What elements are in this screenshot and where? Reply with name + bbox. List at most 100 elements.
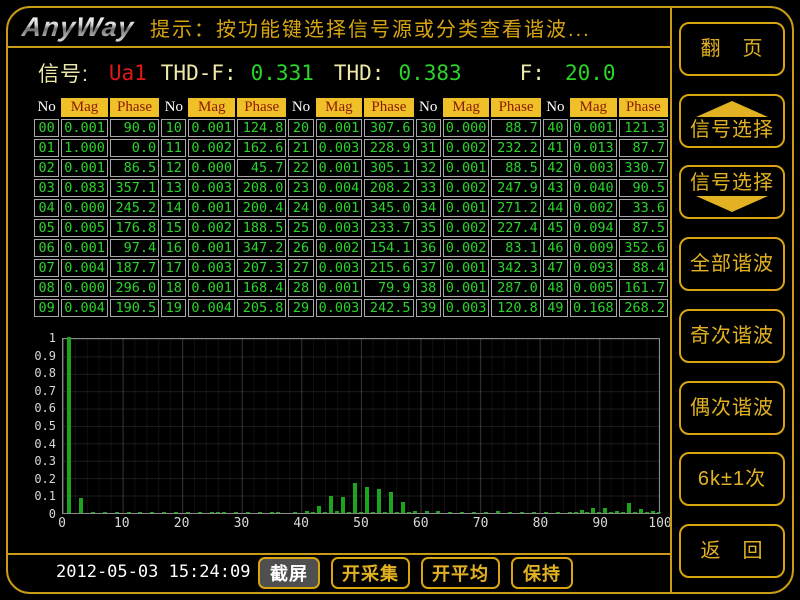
table-cell: 0.001	[188, 199, 236, 217]
chart-bar	[323, 512, 328, 513]
table-cell: 0.001	[315, 199, 363, 217]
table-cell: 48	[542, 279, 568, 297]
table-cell: 0.001	[442, 279, 490, 297]
chart-bar	[651, 511, 656, 513]
even-harmonics-button[interactable]: 偶次谐波	[679, 380, 785, 435]
table-cell: 08	[34, 279, 60, 297]
anyway-logo: AnyWay	[20, 12, 145, 43]
table-cell: 0.003	[188, 259, 236, 277]
chart-bar	[508, 512, 512, 513]
table-header-cell: No	[288, 98, 314, 117]
table-cell: 03	[34, 179, 60, 197]
table-cell: 0.001	[61, 159, 108, 177]
table-cell: 0.093	[569, 259, 617, 277]
chart-bar	[311, 512, 316, 513]
table-cell: 21	[288, 139, 314, 157]
table-header-cell: Mag	[442, 98, 490, 117]
chart-bar	[412, 511, 417, 513]
six-k-plus-minus-one-label: 6k±1次	[697, 468, 767, 491]
table-cell: 0.009	[569, 239, 617, 257]
table-cell: 0.001	[188, 239, 236, 257]
y-tick-label: 0.9	[34, 348, 56, 363]
table-cell: 188.5	[237, 219, 287, 237]
odd-harmonics-label: 奇次谐波	[690, 324, 774, 347]
table-cell: 187.7	[109, 259, 160, 277]
sidebar: 翻 页 信号选择 信号选择 全部谐波 奇次谐波 偶次谐波 6k±1次 返 回	[674, 22, 790, 578]
start-sampling-button[interactable]: 开采集	[331, 557, 410, 589]
table-cell: 208.0	[237, 179, 287, 197]
signal-select-up-button[interactable]: 信号选择	[679, 93, 785, 148]
table-cell: 162.6	[237, 139, 287, 157]
chart-bar	[198, 512, 203, 513]
chart-bar	[353, 483, 358, 513]
all-harmonics-button[interactable]: 全部谐波	[679, 237, 785, 292]
chart-bar	[543, 512, 548, 513]
table-cell: 0.002	[442, 179, 490, 197]
back-button[interactable]: 返 回	[679, 523, 785, 578]
table-cell: 345.0	[364, 199, 414, 217]
chart-bar	[233, 512, 238, 513]
page-turn-label: 翻 页	[700, 38, 764, 60]
table-header-cell: Mag	[61, 98, 108, 117]
hold-button[interactable]: 保持	[511, 557, 573, 589]
table-header-cell: No	[161, 98, 187, 117]
footer: 2012-05-03 15:24:09 截屏 开采集 开平均 保持	[8, 555, 670, 592]
table-cell: 41	[542, 139, 568, 157]
table-cell: 24	[288, 199, 314, 217]
chart-bar	[174, 512, 179, 513]
table-cell: 0.168	[569, 299, 617, 317]
freq-label: F:	[519, 61, 545, 85]
chart-bar	[293, 512, 298, 513]
odd-harmonics-button[interactable]: 奇次谐波	[679, 308, 785, 363]
table-cell: 39	[415, 299, 441, 317]
table-cell: 0.002	[569, 199, 617, 217]
chart-bar	[150, 512, 155, 513]
x-tick-label: 70	[472, 516, 489, 531]
table-cell: 40	[542, 119, 568, 137]
table-cell: 00	[34, 119, 60, 137]
table-cell: 18	[161, 279, 187, 297]
signal-select-down-label: 信号选择	[690, 171, 774, 194]
chart-bar	[382, 512, 387, 513]
chart-bar	[215, 512, 220, 513]
table-cell: 205.8	[237, 299, 287, 317]
table-row: 09 0.004 190.5 19 0.004 205.8 29 0.003 242.5 39 0.…	[34, 299, 668, 317]
top-bar: AnyWay 提示：按功能键选择信号源或分类查看谐波...	[8, 8, 670, 48]
table-cell: 29	[288, 299, 314, 317]
table-header-cell: Phase	[109, 98, 160, 117]
chart-bar	[472, 512, 477, 513]
table-cell: 0.003	[315, 259, 363, 277]
table-cell: 0.001	[442, 199, 490, 217]
table-cell: 19	[161, 299, 187, 317]
page-turn-button[interactable]: 翻 页	[679, 22, 785, 76]
chart-bar	[597, 512, 602, 513]
chart-bar	[66, 337, 71, 513]
table-cell: 342.3	[491, 259, 541, 277]
table-cell: 0.040	[569, 179, 617, 197]
table-header-cell: No	[415, 98, 441, 117]
six-k-plus-minus-one-button[interactable]: 6k±1次	[679, 452, 785, 507]
even-harmonics-label: 偶次谐波	[690, 396, 774, 419]
table-cell: 0.003	[188, 179, 236, 197]
chart-bar	[376, 489, 381, 513]
table-cell: 0.083	[61, 179, 108, 197]
chart-bar	[400, 502, 405, 513]
x-tick-label: 90	[592, 516, 609, 531]
start-average-button[interactable]: 开平均	[421, 557, 500, 589]
table-cell: 0.003	[442, 299, 490, 317]
screenshot-button[interactable]: 截屏	[258, 557, 320, 589]
table-cell: 0.094	[569, 219, 617, 237]
table-cell: 27	[288, 259, 314, 277]
table-cell: 0.013	[569, 139, 617, 157]
footer-divider	[8, 553, 670, 555]
y-tick-label: 0.4	[34, 436, 56, 451]
table-cell: 07	[34, 259, 60, 277]
table-row: 00 0.001 90.0 10 0.001 124.8 20 0.001 307.6 30 0.0…	[34, 119, 668, 137]
table-cell: 271.2	[491, 199, 541, 217]
table-cell: 287.0	[491, 279, 541, 297]
table-cell: 0.002	[442, 239, 490, 257]
table-cell: 0.002	[442, 139, 490, 157]
chart-bar	[573, 512, 578, 513]
signal-select-down-button[interactable]: 信号选择	[679, 165, 785, 220]
table-header-cell: Phase	[237, 98, 287, 117]
